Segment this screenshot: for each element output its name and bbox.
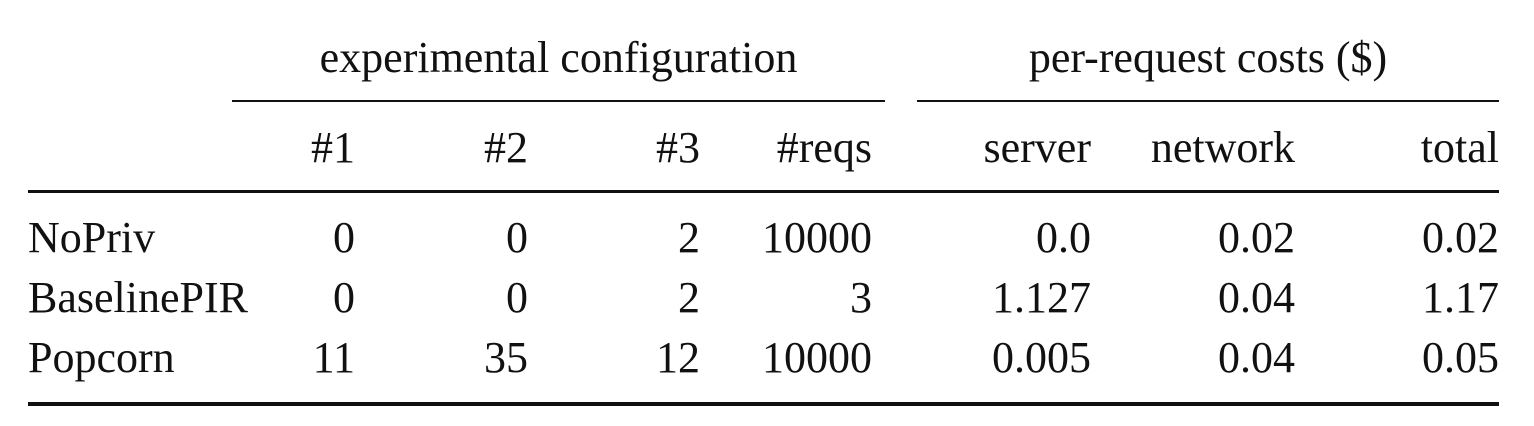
group-header-experimental-configuration: experimental configuration — [319, 33, 798, 82]
column-header-total: total — [1420, 123, 1499, 172]
cell-baselinepir-server: 1.127 — [992, 273, 1091, 322]
cell-nopriv-2: 0 — [506, 213, 528, 262]
column-header-2: #2 — [484, 123, 528, 172]
group-header-per-request-costs: per-request costs ($) — [1028, 33, 1388, 82]
column-header-server: server — [983, 123, 1092, 172]
row-label-nopriv: NoPriv — [28, 213, 156, 262]
rule-header-separator — [28, 190, 1499, 193]
cell-popcorn-server: 0.005 — [992, 333, 1091, 382]
cell-baselinepir-2: 0 — [506, 273, 528, 322]
cell-nopriv-network: 0.02 — [1218, 213, 1295, 262]
row-label-baselinepir: BaselinePIR — [28, 273, 248, 322]
cell-popcorn-network: 0.04 — [1218, 333, 1295, 382]
cell-nopriv-total: 0.02 — [1422, 213, 1499, 262]
rule-bottom — [28, 402, 1499, 406]
cell-popcorn-2: 35 — [484, 333, 528, 382]
cell-nopriv-3: 2 — [678, 213, 700, 262]
cell-popcorn-total: 0.05 — [1422, 333, 1499, 382]
cell-nopriv-1: 0 — [333, 213, 355, 262]
cell-baselinepir-1: 0 — [333, 273, 355, 322]
cell-popcorn-3: 12 — [656, 333, 700, 382]
rule-costs-group — [917, 100, 1499, 102]
cell-baselinepir-reqs: 3 — [850, 273, 872, 322]
cell-baselinepir-network: 0.04 — [1218, 273, 1295, 322]
column-header-network: network — [1150, 123, 1295, 172]
cell-nopriv-server: 0.0 — [1036, 213, 1091, 262]
cell-baselinepir-3: 2 — [678, 273, 700, 322]
cell-popcorn-1: 11 — [312, 333, 355, 382]
cell-nopriv-reqs: 10000 — [762, 213, 872, 262]
column-header-1: #1 — [311, 123, 355, 172]
rule-config-group — [232, 100, 885, 102]
column-header-reqs: #reqs — [776, 123, 872, 172]
column-header-3: #3 — [656, 123, 700, 172]
cell-baselinepir-total: 1.17 — [1422, 273, 1499, 322]
row-label-popcorn: Popcorn — [28, 333, 175, 382]
cell-popcorn-reqs: 10000 — [762, 333, 872, 382]
